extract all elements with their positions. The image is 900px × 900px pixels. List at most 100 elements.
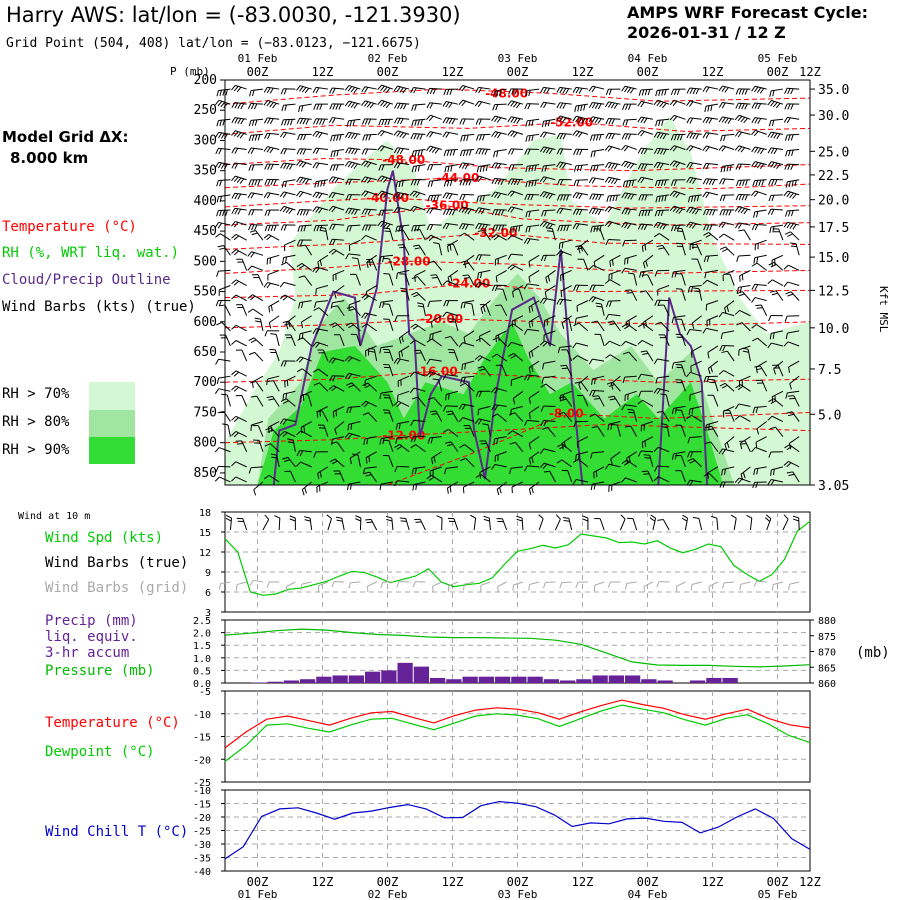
- wind-barb-flag: [786, 471, 793, 474]
- wind-barb-flag: [594, 378, 596, 385]
- wind-barb-flag: [500, 179, 505, 185]
- wind-barb-flag: [787, 210, 791, 217]
- wind-barb-flag: [767, 161, 772, 167]
- wind-barb-flag: [598, 194, 602, 201]
- wind-barb-flag: [364, 118, 369, 125]
- wind-barb-flag: [595, 470, 598, 478]
- wind-barb-flag: [589, 284, 593, 291]
- wind-barb-flag: [605, 132, 609, 139]
- wind-barb-flag: [705, 178, 710, 185]
- wind-barb: [299, 103, 312, 107]
- wind-barb-flag: [538, 514, 544, 520]
- wind-barb: [681, 228, 686, 241]
- wind-barb-flag: [265, 427, 272, 431]
- wind-barb: [348, 421, 361, 425]
- wind-barb: [771, 342, 784, 347]
- wind-barb-flag: [215, 148, 219, 155]
- wind-barb-flag: [739, 275, 741, 282]
- wind-barb: [598, 395, 605, 407]
- wind-barb-flag: [703, 209, 707, 216]
- wind-barb: [397, 147, 410, 151]
- wind-barb-flag: [757, 118, 762, 124]
- wind-speed-line: [224, 520, 811, 596]
- wind-barb-flag: [443, 300, 447, 307]
- wind-barb: [300, 390, 312, 397]
- y-tick-label: 1.0: [193, 654, 211, 665]
- wind-barb-flag: [347, 101, 353, 108]
- wind-barb-flag: [467, 208, 472, 215]
- wind-barb-flag: [751, 161, 756, 167]
- wind-barb-flag: [543, 420, 547, 427]
- wind-barb-flag: [231, 340, 237, 345]
- wind-barb-flag: [607, 221, 613, 228]
- wind-barb: [373, 349, 378, 362]
- wind-barb-flag: [604, 279, 611, 284]
- wind-barb: [495, 330, 507, 337]
- wind-barb: [256, 395, 264, 407]
- wind-barb-flag: [598, 134, 602, 141]
- wind-barb: [663, 304, 670, 316]
- wind-barb-flag: [235, 584, 238, 591]
- wind-barb: [792, 471, 800, 483]
- precip-bar: [641, 679, 657, 683]
- wind-barb-flag: [491, 191, 496, 198]
- wind-barb-flag: [299, 209, 304, 216]
- wind-barb-flag: [556, 87, 561, 93]
- wind-barb-flag: [426, 145, 431, 152]
- wind-barb-flag: [481, 148, 485, 155]
- pressure-tick-label: 600: [194, 315, 217, 330]
- wind-barb-flag: [496, 90, 499, 97]
- wind-barb-flag: [606, 300, 609, 307]
- wind-barb-flag: [214, 447, 220, 453]
- wind-barb-flag: [250, 252, 255, 258]
- wind-barb: [690, 360, 702, 367]
- wind-barb-flag: [266, 235, 272, 241]
- wind-barb-flag: [650, 514, 656, 519]
- wind-barb-true: [502, 518, 508, 531]
- wind-barb-flag: [462, 118, 466, 125]
- wind-barb-flag: [752, 337, 758, 342]
- wind-barb-flag: [786, 462, 792, 468]
- wind-barb-flag: [734, 206, 740, 212]
- wind-barb-flag: [640, 117, 645, 123]
- wind-barb: [755, 436, 767, 443]
- wind-barb-flag: [669, 190, 675, 196]
- wind-barb-flag: [773, 368, 777, 375]
- wind-barb-flag: [695, 133, 700, 140]
- wind-barb-flag: [509, 468, 512, 475]
- wind-barb-flag: [541, 377, 544, 384]
- wind-barb-flag: [637, 163, 642, 170]
- wind-barb-flag: [560, 364, 567, 367]
- wind-barb-flag: [545, 192, 551, 199]
- wind-barb-flag: [396, 86, 401, 93]
- wind-barb: [795, 243, 800, 256]
- wind-barb-flag: [477, 282, 483, 289]
- wind-barb: [658, 476, 670, 483]
- wind-barb-flag: [756, 428, 760, 435]
- wind-barb: [696, 244, 703, 256]
- wind-barb-flag: [459, 118, 463, 125]
- wind-barb-true: [405, 518, 410, 531]
- wind-barb-flag: [344, 85, 350, 91]
- wind-barb-flag: [673, 179, 677, 186]
- wind-barb-flag: [394, 466, 398, 473]
- wind-barb-flag: [328, 117, 333, 124]
- wind-barb-flag: [445, 193, 450, 199]
- wind-barb-flag: [611, 259, 614, 266]
- wind-barb-flag: [558, 411, 565, 415]
- wind-barb-flag: [215, 162, 220, 168]
- wind-barb-flag: [605, 239, 609, 246]
- wind-barb: [218, 375, 231, 379]
- wind-barb-flag: [443, 180, 447, 187]
- wind-barb: [529, 436, 540, 444]
- wind-barb-flag: [534, 164, 537, 171]
- wind-barb-flag: [362, 382, 369, 387]
- wind-barb-flag: [740, 116, 746, 123]
- wind-barb-flag: [270, 305, 273, 312]
- wind-barb-true: [716, 518, 719, 531]
- wind-barb-flag: [640, 163, 645, 170]
- wind-barb-flag: [234, 117, 239, 124]
- wind-barb-flag: [443, 89, 447, 96]
- wind-barb-flag: [561, 367, 568, 370]
- wind-barb-flag: [475, 337, 482, 342]
